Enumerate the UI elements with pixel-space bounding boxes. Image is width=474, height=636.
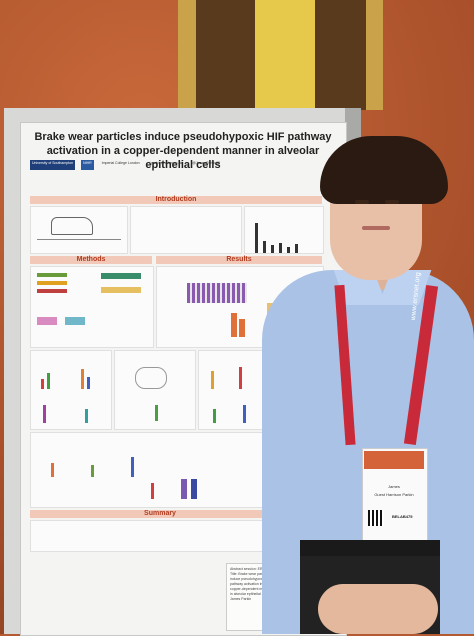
methods-block — [37, 281, 67, 285]
door-window — [255, 0, 315, 110]
methods-block — [37, 317, 57, 325]
person-hands — [318, 584, 438, 634]
results-bar — [131, 457, 134, 477]
results-panel-right — [198, 350, 272, 430]
intro-bar — [279, 243, 282, 253]
intro-text-panel — [130, 206, 242, 254]
results-bar — [181, 479, 187, 499]
methods-block — [101, 273, 141, 279]
person-hair — [320, 136, 448, 204]
results-bar — [81, 369, 84, 389]
methods-block — [65, 317, 85, 325]
results-bar — [47, 373, 50, 389]
results-bar — [243, 405, 246, 423]
intro-figure-panel — [30, 206, 128, 254]
person-belt — [300, 540, 440, 556]
badge-code: BELAB475 — [392, 514, 413, 519]
section-header-methods: Methods — [30, 256, 152, 264]
results-bar — [213, 409, 216, 423]
methods-block — [101, 287, 141, 293]
intro-bar — [271, 245, 274, 253]
results-bar — [155, 405, 158, 421]
eyebrow-left — [355, 200, 369, 204]
methods-panel — [30, 266, 154, 348]
results-bottom-panel — [30, 432, 272, 508]
card-line-1: Abstract session: ERS25 — [230, 567, 269, 571]
intro-bar — [255, 223, 258, 253]
intro-bar — [295, 244, 298, 253]
results-bar — [41, 379, 44, 389]
results-bar — [239, 367, 242, 389]
results-bar — [191, 479, 197, 499]
results-panel-middle — [114, 350, 196, 430]
results-bar — [87, 377, 90, 389]
logo-imperial: Imperial College London — [101, 161, 140, 165]
methods-block — [37, 273, 67, 277]
summary-panel — [30, 520, 292, 552]
poster-logos: University of Southampton NIHR Imperial … — [30, 160, 330, 170]
badge-qr-code — [368, 510, 384, 526]
car-illustration — [51, 217, 93, 235]
results-bar — [239, 319, 245, 337]
smile — [362, 226, 390, 230]
twitter-handle: @JamesParkin92 — [192, 161, 221, 165]
eyebrow-right — [385, 200, 399, 204]
section-header-results: Results — [156, 256, 322, 264]
section-header-summary: Summary — [30, 510, 290, 518]
road-line — [37, 239, 121, 240]
results-panel-left — [30, 350, 112, 430]
card-line-2: Title: Brake wear particles induce pseud… — [230, 572, 272, 596]
card-line-3: James Parkin — [230, 597, 252, 601]
poster-title: Brake wear particles induce pseudohypoxi… — [34, 131, 332, 171]
logo-university: University of Southampton — [30, 160, 76, 170]
results-diagram — [135, 367, 167, 389]
badge-name-full: Guest Harrison Parkin — [374, 492, 414, 497]
contact-email: j.parkin@soton.ac.uk — [149, 161, 183, 165]
methods-block — [37, 289, 67, 293]
results-bar — [231, 313, 237, 337]
intro-bar — [287, 247, 290, 253]
badge-header — [364, 451, 424, 469]
results-bar — [91, 465, 94, 477]
section-header-introduction: Introduction — [30, 196, 322, 204]
results-bar — [85, 409, 88, 423]
results-bar — [151, 483, 154, 499]
results-bar — [211, 371, 214, 389]
results-bar — [43, 405, 46, 423]
badge-name-first: James — [388, 484, 400, 489]
poster-authors — [30, 172, 330, 194]
intro-chart-panel — [244, 206, 324, 254]
results-barcode-chart — [187, 283, 247, 303]
intro-bar — [263, 241, 266, 253]
logo-nihr: NIHR — [81, 160, 94, 170]
results-bar — [51, 463, 54, 477]
